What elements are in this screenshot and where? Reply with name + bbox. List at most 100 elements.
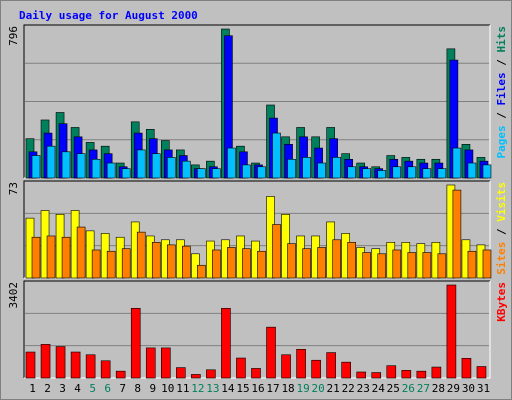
bar-sites-day-21 [332, 239, 341, 279]
bar-kbytes-day-1 [25, 351, 36, 379]
bar-sites-day-14 [227, 247, 236, 279]
bar-pages-day-13 [212, 168, 221, 179]
bar-sites-day-16 [257, 250, 266, 279]
bar-kbytes-day-8 [130, 307, 141, 379]
panel-frame-dark [23, 24, 490, 178]
bar-sites-day-19 [302, 248, 311, 279]
panel-visits-sites: 73 Sites / Visits [7, 180, 508, 279]
bar-sites-day-20 [317, 247, 326, 279]
bar-pages-day-30 [467, 162, 477, 179]
panel-side-legend: KBytes [495, 282, 508, 322]
bar-sites-day-1 [31, 236, 41, 279]
bar-pages-day-7 [121, 168, 131, 179]
x-axis-labels: 1 2 3 4 5 6 7 8 9 10 11 12 13 14 15 16 17 18 19 20 21 22 23 24 2… [29, 382, 490, 395]
x-tick-day-24: 24 [372, 382, 386, 395]
bar-pages-day-25 [392, 166, 402, 179]
x-tick-day-19: 19 [296, 382, 309, 395]
bar-sites-day-17 [272, 224, 281, 279]
bar-sites-day-27 [422, 252, 432, 279]
bar-kbytes-day-31 [476, 366, 487, 379]
x-tick-day-28: 28 [432, 382, 445, 395]
bar-pages-day-16 [257, 166, 266, 179]
bar-pages-day-20 [317, 162, 326, 179]
x-tick-day-7: 7 [119, 382, 126, 395]
bar-kbytes-day-13 [206, 369, 216, 379]
panel-hits-files-pages: 796 Pages / Files / Hits [7, 24, 508, 179]
bar-sites-day-9 [151, 242, 161, 279]
bar-sites-day-10 [166, 244, 176, 279]
legend-part: KBytes [495, 282, 508, 322]
bar-sites-day-30 [467, 250, 477, 279]
bar-kbytes-day-11 [176, 367, 186, 379]
legend-part: / [495, 222, 508, 242]
series-pages [31, 132, 492, 179]
bar-pages-day-8 [136, 149, 146, 179]
legend-part: Sites [495, 242, 508, 275]
bar-kbytes-day-17 [266, 326, 276, 379]
bar-pages-day-3 [61, 151, 71, 179]
bar-kbytes-day-22 [341, 361, 351, 379]
bar-pages-day-18 [287, 158, 296, 179]
x-tick-day-10: 10 [161, 382, 174, 395]
bar-sites-day-22 [347, 242, 356, 279]
bar-kbytes-day-27 [416, 370, 427, 379]
x-tick-day-27: 27 [417, 382, 430, 395]
series-visits [25, 184, 486, 279]
legend-part: Pages [495, 125, 508, 158]
x-tick-day-23: 23 [357, 382, 370, 395]
bar-sites-day-13 [212, 249, 221, 279]
series-sites [31, 189, 492, 279]
legend-part: Files [495, 72, 508, 105]
bar-pages-day-2 [46, 145, 56, 179]
bar-kbytes-day-18 [281, 354, 291, 379]
bar-pages-day-6 [106, 162, 116, 179]
bar-kbytes-day-23 [356, 371, 367, 379]
bar-sites-day-25 [392, 249, 402, 279]
x-tick-day-16: 16 [251, 382, 264, 395]
x-tick-day-17: 17 [266, 382, 279, 395]
bar-sites-day-18 [287, 243, 296, 279]
legend-part: / [495, 53, 508, 73]
bar-kbytes-day-2 [40, 344, 51, 379]
x-tick-day-14: 14 [221, 382, 235, 395]
bar-kbytes-day-3 [55, 346, 66, 379]
bar-sites-day-31 [482, 249, 492, 279]
bar-pages-day-31 [482, 164, 492, 179]
bar-pages-day-5 [91, 158, 101, 179]
bar-sites-day-11 [182, 245, 191, 279]
x-tick-day-25: 25 [387, 382, 400, 395]
bar-kbytes-day-6 [100, 360, 111, 379]
bar-sites-day-6 [106, 250, 116, 279]
bar-sites-day-2 [46, 235, 56, 279]
x-tick-day-31: 31 [477, 382, 490, 395]
bar-pages-day-19 [302, 157, 311, 179]
x-tick-day-29: 29 [447, 382, 460, 395]
bar-pages-day-11 [182, 160, 191, 179]
bar-sites-day-12 [197, 264, 206, 279]
bar-sites-day-3 [61, 236, 71, 279]
bar-kbytes-day-10 [160, 347, 171, 379]
x-tick-day-11: 11 [176, 382, 189, 395]
panel-side-legend: Pages / Files / Hits [495, 26, 508, 159]
panel-kbytes: 3402 KBytes [7, 280, 508, 379]
x-tick-day-9: 9 [149, 382, 156, 395]
bar-sites-day-15 [242, 248, 251, 279]
bar-kbytes-day-28 [431, 366, 442, 379]
panel-frame-dark [23, 280, 490, 378]
bar-kbytes-day-5 [85, 354, 96, 379]
panel-max-label: 3402 [7, 282, 20, 309]
bar-sites-day-4 [76, 226, 86, 279]
bar-kbytes-day-26 [401, 370, 412, 379]
x-tick-day-4: 4 [74, 382, 81, 395]
bar-kbytes-day-15 [236, 357, 246, 379]
bar-kbytes-day-24 [371, 372, 382, 379]
x-tick-day-18: 18 [281, 382, 294, 395]
bar-kbytes-day-29 [446, 284, 457, 379]
panel-max-label: 73 [7, 182, 20, 195]
bar-kbytes-day-20 [311, 359, 321, 379]
bar-pages-day-24 [377, 170, 387, 179]
series-kbytes [25, 284, 487, 379]
bar-pages-day-29 [452, 147, 462, 179]
